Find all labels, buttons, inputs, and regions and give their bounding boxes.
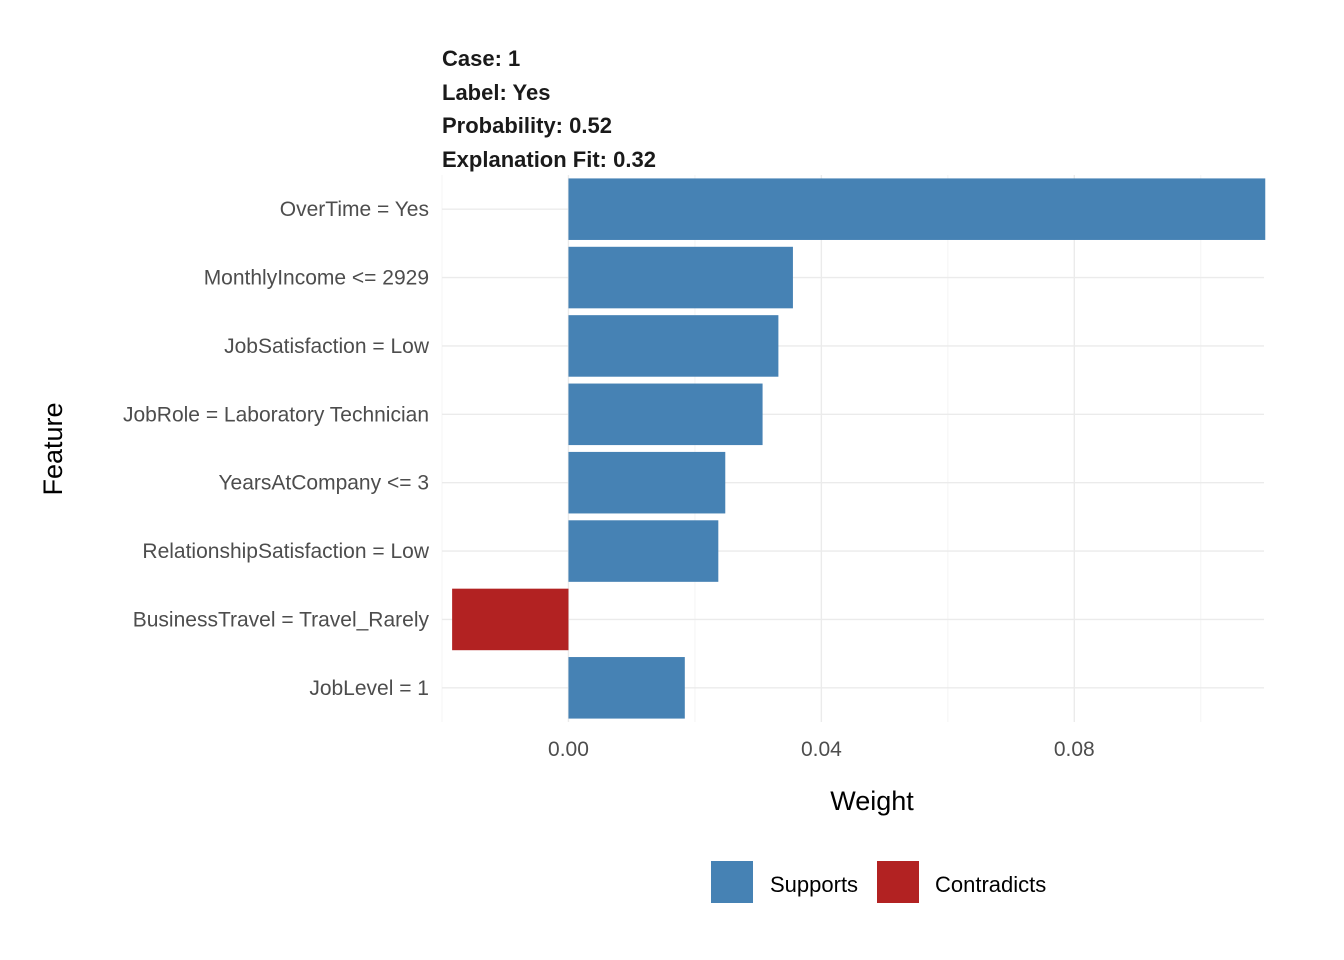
y-tick-label: YearsAtCompany <= 3 <box>218 472 429 495</box>
y-tick-label: MonthlyIncome <= 2929 <box>204 267 429 290</box>
bar-supports <box>568 451 726 514</box>
bar-supports <box>568 520 719 582</box>
title-label: Label: Yes <box>442 80 550 105</box>
bars <box>452 178 1266 719</box>
legend-swatch-supports <box>711 861 753 903</box>
y-tick-label: RelationshipSatisfaction = Low <box>142 540 429 563</box>
title-probability: Probability: 0.52 <box>442 113 612 138</box>
legend-label-contradicts: Contradicts <box>935 872 1046 897</box>
bar-contradicts <box>452 588 569 651</box>
y-tick-label: JobRole = Laboratory Technician <box>123 403 429 426</box>
y-tick-label: JobLevel = 1 <box>309 677 429 700</box>
chart-title: Case: 1 Label: Yes Probability: 0.52 Exp… <box>442 46 656 172</box>
x-tick-labels: 0.00 0.04 0.08 <box>548 738 1095 761</box>
title-explanation-fit: Explanation Fit: 0.32 <box>442 147 656 172</box>
y-axis-title: Feature <box>38 402 68 495</box>
y-tick-label: BusinessTravel = Travel_Rarely <box>133 608 430 631</box>
legend-swatch-contradicts <box>877 861 919 903</box>
y-tick-label: JobSatisfaction = Low <box>224 335 430 358</box>
title-case: Case: 1 <box>442 46 520 71</box>
x-axis-title: Weight <box>830 786 914 816</box>
bar-supports <box>568 315 779 377</box>
y-tick-labels: OverTime = Yes MonthlyIncome <= 2929 JobSa… <box>123 198 430 700</box>
legend-label-supports: Supports <box>770 872 858 897</box>
bar-supports <box>568 246 793 309</box>
bar-supports <box>568 178 1266 240</box>
bar-supports <box>568 657 685 719</box>
x-tick-label: 0.00 <box>548 738 589 761</box>
x-tick-label: 0.08 <box>1054 738 1095 761</box>
bar-supports <box>568 383 763 446</box>
y-tick-label: OverTime = Yes <box>280 198 429 221</box>
x-tick-label: 0.04 <box>801 738 842 761</box>
legend: Supports Contradicts <box>711 861 1046 903</box>
